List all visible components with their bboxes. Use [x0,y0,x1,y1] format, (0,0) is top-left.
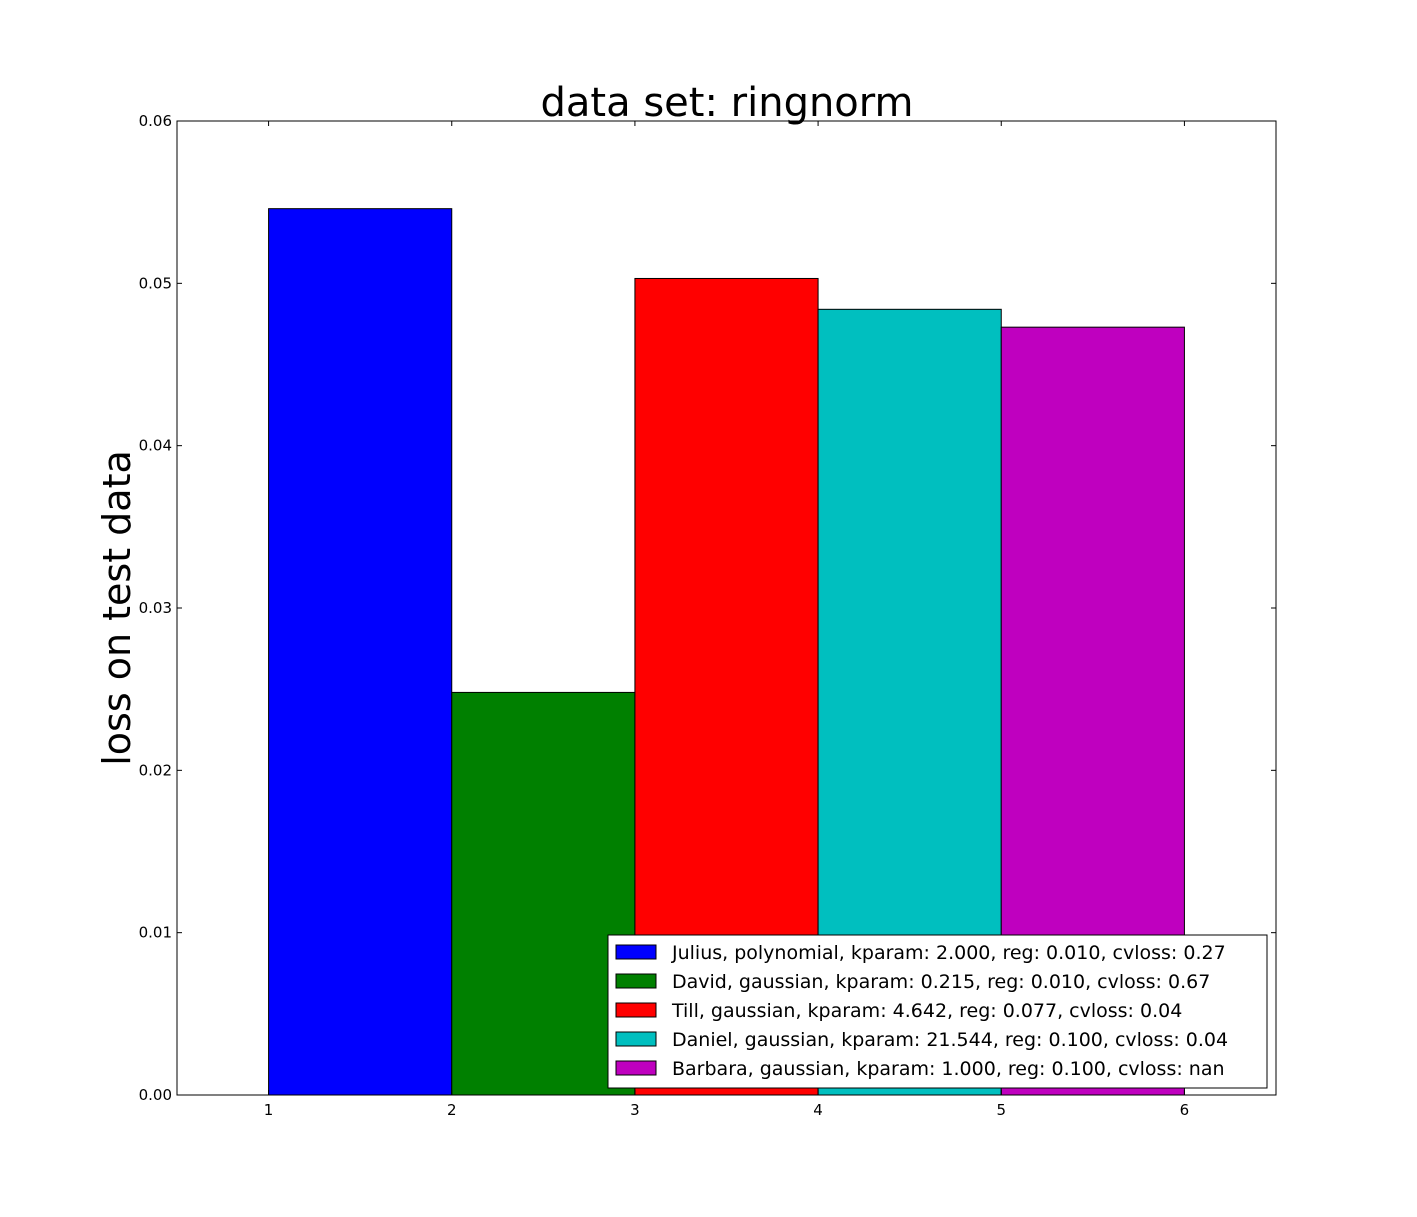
legend-label-2: David, gaussian, kparam: 0.215, reg: 0.0… [672,971,1210,993]
x-tick-label: 4 [813,1101,823,1119]
x-tick-label: 5 [996,1101,1006,1119]
y-tick-label: 0.05 [139,274,172,292]
y-tick-label: 0.04 [139,437,172,455]
y-axis-label: loss on test data [95,450,139,766]
x-tick-label: 1 [264,1101,274,1119]
x-tick-label: 2 [447,1101,457,1119]
legend-label-5: Barbara, gaussian, kparam: 1.000, reg: 0… [672,1058,1225,1080]
chart-title: data set: ringnorm [541,80,914,126]
legend-swatch-5 [615,1060,657,1076]
legend-swatch-4 [615,1031,657,1047]
legend-label-1: Julius, polynomial, kparam: 2.000, reg: … [671,942,1226,964]
y-tick-label: 0.03 [139,599,172,617]
legend-box [607,934,1268,1089]
y-tick-label: 0.06 [139,112,172,130]
y-tick-label: 0.02 [139,761,172,779]
axis-ticks: 1 2 3 4 5 6 0.00 0.01 0.02 0.03 0.04 0.05 0.06 [139,112,1276,1119]
legend-swatch-1 [615,944,657,960]
bar-1 [268,208,453,1096]
legend-swatch-3 [615,1002,657,1018]
legend: Julius, polynomial, kparam: 2.000, reg: … [607,934,1268,1089]
x-tick-label: 3 [630,1101,640,1119]
y-tick-label: 0.00 [139,1086,172,1104]
bar-2 [451,691,636,1096]
legend-swatch-2 [615,973,657,989]
y-tick-label: 0.01 [139,924,172,942]
legend-label-4: Daniel, gaussian, kparam: 21.544, reg: 0… [672,1029,1228,1051]
x-tick-label: 6 [1180,1101,1190,1119]
legend-label-3: Till, gaussian, kparam: 4.642, reg: 0.07… [671,1000,1182,1022]
